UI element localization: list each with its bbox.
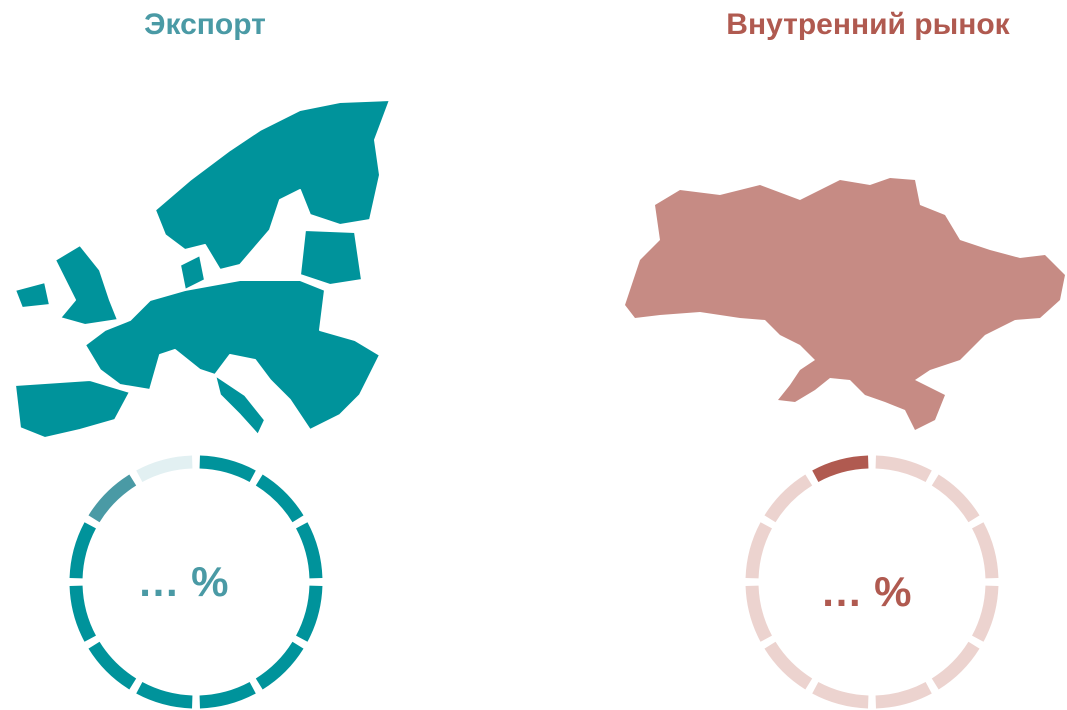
export-value-label: … % (137, 558, 228, 605)
ring-segment (199, 455, 256, 483)
ring-segment (255, 474, 304, 523)
ring-segment (931, 474, 980, 523)
ring-segment (812, 681, 869, 709)
ring-segment (764, 641, 813, 690)
ring-segment (69, 585, 97, 642)
ring-segment (88, 474, 137, 523)
ring-segment (199, 681, 256, 709)
export-ring (69, 455, 323, 709)
ring-segment (971, 522, 999, 579)
domestic-value-label: … % (820, 568, 911, 615)
ring-segment (875, 681, 932, 709)
ring-segment (136, 455, 193, 483)
ring-segment (136, 681, 193, 709)
domestic-ring (745, 455, 999, 709)
ring-segment (255, 641, 304, 690)
ring-segment (745, 585, 773, 642)
ukraine-map (625, 178, 1065, 430)
ring-segment (812, 455, 869, 483)
ring-segment (875, 455, 932, 483)
ring-segment (931, 641, 980, 690)
europe-map (14, 99, 391, 439)
ring-segment (971, 585, 999, 642)
domestic-title: Внутренний рынок (726, 8, 1010, 41)
ring-segment (88, 641, 137, 690)
ring-segment (745, 522, 773, 579)
ring-segment (69, 522, 97, 579)
export-title: Экспорт (144, 8, 266, 41)
ring-segment (295, 585, 323, 642)
ring-segment (295, 522, 323, 579)
ring-segment (764, 474, 813, 523)
